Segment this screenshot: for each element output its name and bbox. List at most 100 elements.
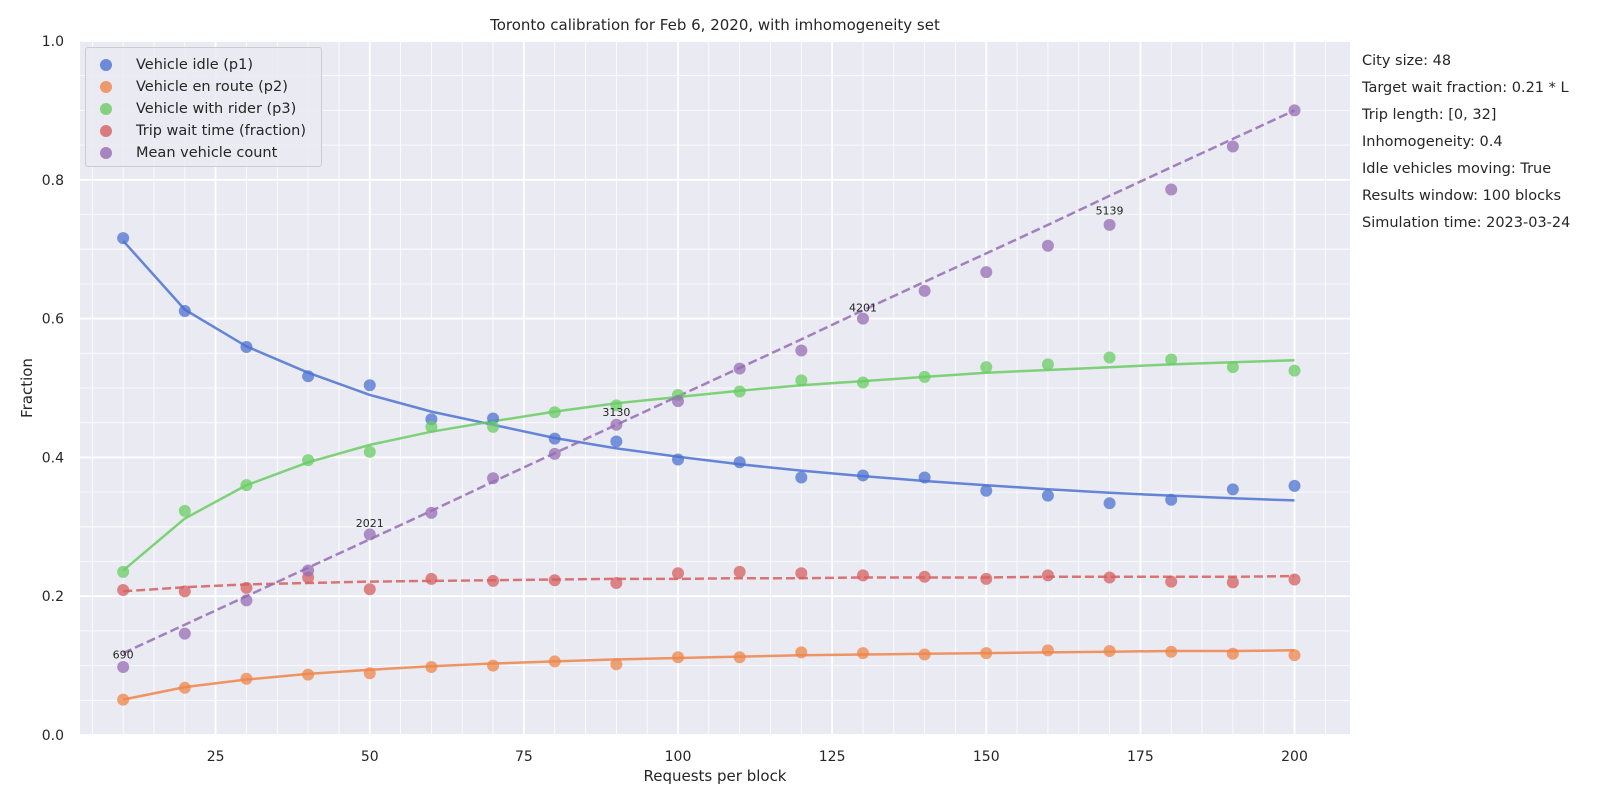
data-point — [548, 447, 561, 460]
data-point — [548, 432, 561, 445]
data-point — [918, 370, 931, 383]
info-simulation-time: Simulation time: 2023-03-24 — [1362, 215, 1571, 231]
annotation-label: 5139 — [1096, 205, 1124, 218]
data-point — [856, 376, 869, 389]
data-point — [856, 569, 869, 582]
data-point — [1226, 647, 1239, 660]
data-point — [795, 344, 808, 357]
data-point — [487, 420, 500, 433]
data-point — [178, 504, 191, 517]
y-axis-label: Fraction — [18, 358, 36, 418]
data-point — [1103, 571, 1116, 584]
data-point — [548, 655, 561, 668]
data-point — [1165, 353, 1178, 366]
data-point — [117, 232, 130, 245]
data-point — [425, 660, 438, 673]
x-tick-label: 175 — [1127, 749, 1154, 765]
info-target-wait-fraction: Target wait fraction: 0.21 * L — [1362, 80, 1569, 96]
data-point — [733, 565, 746, 578]
data-point — [302, 370, 315, 383]
legend-marker — [100, 103, 112, 115]
data-point — [302, 668, 315, 681]
data-point — [1226, 361, 1239, 374]
data-point — [733, 362, 746, 375]
data-point — [363, 445, 376, 458]
data-point — [1165, 183, 1178, 196]
y-tick-label: 0.0 — [42, 728, 64, 744]
data-point — [302, 564, 315, 577]
legend-label: Vehicle en route (p2) — [136, 79, 288, 95]
data-point — [672, 395, 685, 408]
data-point — [487, 472, 500, 485]
data-point — [980, 647, 993, 660]
y-tick-label: 0.8 — [42, 173, 64, 189]
info-results-window: Results window: 100 blocks — [1362, 188, 1561, 204]
legend-marker — [100, 81, 112, 93]
data-point — [1041, 489, 1054, 502]
info-inhomogeneity: Inhomogeneity: 0.4 — [1362, 134, 1503, 150]
annotation-label: 2021 — [356, 517, 384, 530]
data-point — [1226, 140, 1239, 153]
data-point — [672, 453, 685, 466]
data-point — [610, 435, 623, 448]
data-point — [856, 469, 869, 482]
data-point — [733, 385, 746, 398]
data-point — [918, 570, 931, 583]
x-tick-label: 150 — [973, 749, 1000, 765]
data-point — [1288, 104, 1301, 117]
fit-line — [123, 574, 1295, 593]
data-point — [425, 572, 438, 585]
data-point — [117, 693, 130, 706]
tick-labels: 25 50 75 100 125 150 175 200 0.0 0.2 0.4 0.6 0.8 1.0 — [42, 34, 1308, 765]
data-point — [117, 565, 130, 578]
data-point — [425, 420, 438, 433]
data-point — [610, 399, 623, 412]
y-tick-label: 0.4 — [42, 450, 64, 466]
info-city-size: City size: 48 — [1362, 53, 1452, 69]
data-point — [1041, 569, 1054, 582]
data-point — [856, 647, 869, 660]
data-point — [1041, 358, 1054, 371]
data-point — [1288, 573, 1301, 586]
fit-lines — [122, 109, 1296, 701]
data-point — [672, 651, 685, 664]
data-point — [980, 572, 993, 585]
x-tick-label: 25 — [207, 749, 225, 765]
x-axis-label: Requests per block — [644, 767, 787, 785]
data-point — [117, 583, 130, 596]
annotation-label: 4201 — [849, 302, 877, 315]
legend-label: Vehicle idle (p1) — [136, 57, 253, 73]
data-point — [1226, 483, 1239, 496]
data-point — [1165, 575, 1178, 588]
data-point — [980, 484, 993, 497]
data-point — [178, 681, 191, 694]
fit-line — [122, 240, 1295, 502]
annotations: 690 2021 3130 4201 5139 — [113, 205, 1124, 662]
data-point — [918, 284, 931, 297]
x-tick-label: 200 — [1281, 749, 1308, 765]
legend-marker — [100, 125, 112, 137]
y-tick-label: 0.6 — [42, 312, 64, 328]
data-point — [1165, 493, 1178, 506]
data-point — [363, 528, 376, 541]
data-point — [610, 658, 623, 671]
data-point — [1041, 239, 1054, 252]
data-point — [610, 577, 623, 590]
data-point — [240, 672, 253, 685]
data-point — [302, 454, 315, 467]
fit-line — [122, 109, 1296, 655]
data-point — [980, 361, 993, 374]
y-tick-label: 1.0 — [42, 34, 64, 50]
data-point — [1103, 497, 1116, 510]
legend-marker — [100, 147, 112, 159]
data-point — [178, 304, 191, 317]
data-point — [240, 341, 253, 354]
data-point — [548, 406, 561, 419]
data-point — [240, 479, 253, 492]
x-tick-label: 100 — [665, 749, 692, 765]
data-point — [856, 312, 869, 325]
chart-title: Toronto calibration for Feb 6, 2020, wit… — [489, 16, 940, 34]
simulation-info-panel: City size: 48 Target wait fraction: 0.21… — [1362, 48, 1570, 237]
annotation-label: 3130 — [602, 406, 630, 419]
